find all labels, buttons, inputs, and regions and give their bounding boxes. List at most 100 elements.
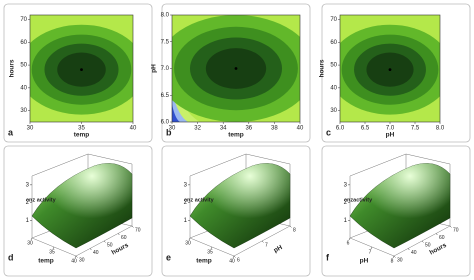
panel-label: d <box>8 252 14 262</box>
y-tick-label: 70 <box>330 17 337 23</box>
y-tick <box>289 225 292 228</box>
y-tick <box>449 225 452 228</box>
optimum-point <box>388 68 392 72</box>
y-tick <box>103 240 106 243</box>
y-tick-label: 6.5 <box>161 93 170 99</box>
y-tick-label: 70 <box>20 17 27 23</box>
x-tick <box>74 255 77 259</box>
y-tick-label: 7.5 <box>161 39 170 45</box>
y-tick-label: 7 <box>265 242 268 248</box>
x-tick-label: 35 <box>49 249 55 255</box>
z-tick-label: 1 <box>344 218 348 224</box>
y-tick-label: 40 <box>330 85 337 91</box>
x-tick-label: 35 <box>78 126 85 132</box>
low-region <box>172 92 188 122</box>
y-axis-label: hours <box>428 242 448 257</box>
z-axis-label: enzactivity <box>344 197 373 203</box>
y-tick <box>393 255 396 258</box>
y-tick-label: 60 <box>121 235 127 241</box>
panel-frame <box>161 3 311 143</box>
x-tick-label: 7.0 <box>386 126 395 132</box>
y-tick <box>131 225 134 228</box>
x-tick-label: 40 <box>297 126 304 132</box>
y-tick-label: 40 <box>93 250 99 256</box>
low-region <box>172 104 180 122</box>
x-tick <box>30 237 33 241</box>
x-tick <box>210 246 213 250</box>
x-tick <box>348 237 351 241</box>
y-tick <box>117 233 120 236</box>
y-tick <box>75 255 78 258</box>
x-tick <box>232 255 235 259</box>
x-tick-label: 30 <box>27 126 34 132</box>
panel: 30 32 34 36 38 40 6.0 6.5 7.0 7.5 8.0 temp pH b <box>151 13 304 139</box>
y-tick <box>421 240 424 243</box>
y-tick-label: 60 <box>439 235 445 241</box>
y-tick-label: 40 <box>411 250 417 256</box>
y-tick-label: 50 <box>330 63 337 69</box>
x-axis-label: temp <box>74 132 90 139</box>
x-axis-label: pH <box>386 132 395 139</box>
x-axis-label: temp <box>38 258 54 265</box>
z-tick-label: 1 <box>26 218 30 224</box>
x-tick-label: 34 <box>220 126 227 132</box>
y-axis-label: hours <box>9 59 16 77</box>
y-tick-label: 30 <box>397 257 403 263</box>
panel-frame <box>321 3 471 143</box>
y-tick-label: 7.0 <box>161 66 170 72</box>
x-tick <box>392 255 395 259</box>
x-tick-label: 6.5 <box>361 126 370 132</box>
y-tick-label: 50 <box>107 242 113 248</box>
surface-highlight <box>350 163 450 248</box>
y-tick-label: 30 <box>20 108 27 114</box>
y-tick <box>435 233 438 236</box>
y-tick-label: 50 <box>20 63 27 69</box>
z-tick-label: 3 <box>26 182 30 188</box>
z-tick-label: 3 <box>184 182 188 188</box>
y-tick-label: 30 <box>330 108 337 114</box>
x-tick-label: 30 <box>27 240 33 246</box>
z-axis-label: enz activity <box>184 197 215 203</box>
x-tick-label: 8 <box>391 258 394 264</box>
y-tick-label: 6.0 <box>161 120 170 126</box>
panel-label: c <box>326 127 331 137</box>
panel: 1 2 3 6 7 8 30 40 50 60 70 enzactivity pH hours f <box>326 153 459 265</box>
x-tick <box>188 237 191 241</box>
y-tick <box>407 248 410 251</box>
x-tick-label: 35 <box>207 249 213 255</box>
y-tick-label: 70 <box>453 227 459 233</box>
x-tick-label: 30 <box>185 240 191 246</box>
x-tick-label: 6 <box>347 240 350 246</box>
x-tick-label: 38 <box>271 126 278 132</box>
panel-frame <box>321 145 471 277</box>
z-tick-label: 2 <box>344 200 348 206</box>
y-tick <box>89 248 92 251</box>
x-tick-label: 30 <box>169 126 176 132</box>
panel-frame <box>3 145 153 277</box>
y-tick-label: 40 <box>20 85 27 91</box>
optimum-point <box>80 68 83 72</box>
panel: 6.0 6.5 7.0 7.5 8.0 30 40 50 60 70 pH hours c <box>319 14 445 139</box>
panel-label: e <box>166 252 171 262</box>
surface-highlight <box>190 163 290 248</box>
x-tick-label: 7.5 <box>411 126 420 132</box>
y-tick-label: 30 <box>79 257 85 263</box>
x-tick-label: 8.0 <box>436 126 445 132</box>
z-tick-label: 2 <box>26 200 30 206</box>
y-tick-label: 60 <box>20 40 27 46</box>
low-region <box>172 77 200 122</box>
x-tick-label: 40 <box>130 126 137 132</box>
y-tick <box>261 240 264 243</box>
panel: 30 35 40 30 40 50 60 70 temp hours a <box>8 14 137 139</box>
x-axis-label: temp <box>228 132 244 139</box>
optimum-point <box>234 67 238 70</box>
x-tick-label: 36 <box>245 126 252 132</box>
x-tick-label: 40 <box>71 258 77 264</box>
z-axis-label: enz activity <box>26 197 57 203</box>
x-axis-label: pH <box>360 258 369 265</box>
y-tick-label: 60 <box>330 40 337 46</box>
z-tick-label: 2 <box>184 200 188 206</box>
panel-label: f <box>326 252 330 262</box>
z-tick-label: 3 <box>344 182 348 188</box>
y-tick-label: 50 <box>425 242 431 248</box>
